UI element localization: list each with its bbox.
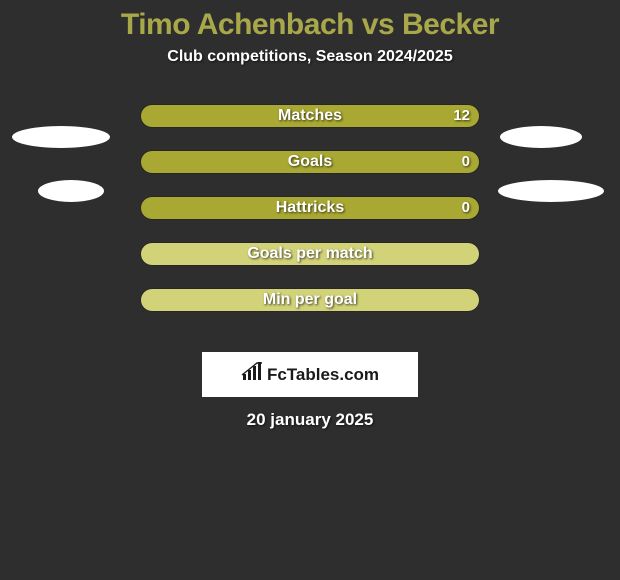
bar-track xyxy=(140,104,480,128)
stat-row: Hattricks0 xyxy=(0,196,620,242)
stat-row: Min per goal xyxy=(0,288,620,334)
logo: FcTables.com xyxy=(241,362,379,387)
date-text: 20 january 2025 xyxy=(0,410,620,430)
logo-box: FcTables.com xyxy=(202,352,418,397)
decorative-ellipse xyxy=(498,180,604,202)
bar-track xyxy=(140,288,480,312)
subtitle: Club competitions, Season 2024/2025 xyxy=(0,48,620,66)
bar-fill-left xyxy=(141,289,479,311)
bar-chart-icon xyxy=(241,362,263,387)
bar-track xyxy=(140,242,480,266)
bar-fill-right xyxy=(141,105,479,127)
bar-fill-right xyxy=(141,151,479,173)
stat-row: Goals per match xyxy=(0,242,620,288)
decorative-ellipse xyxy=(38,180,104,202)
decorative-ellipse xyxy=(12,126,110,148)
bar-track xyxy=(140,150,480,174)
bar-track xyxy=(140,196,480,220)
logo-text: FcTables.com xyxy=(267,365,379,385)
bar-fill-right xyxy=(141,197,479,219)
decorative-ellipse xyxy=(500,126,582,148)
page-title: Timo Achenbach vs Becker xyxy=(0,0,620,42)
bar-fill-left xyxy=(141,243,479,265)
